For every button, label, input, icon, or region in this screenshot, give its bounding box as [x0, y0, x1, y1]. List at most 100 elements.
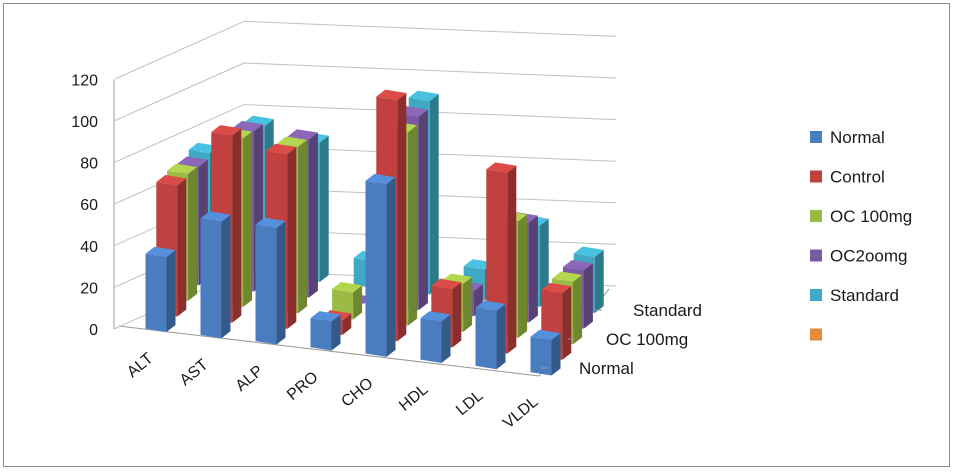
- legend-label: OC2oomg: [830, 247, 907, 266]
- x-tick-label: VLDL: [500, 393, 542, 432]
- legend-label: Standard: [830, 286, 899, 305]
- bar-side-face: [418, 109, 428, 311]
- bar-front-face: [475, 307, 497, 370]
- x-tick-label: ALT: [124, 350, 157, 381]
- bar-top-face: [408, 90, 439, 101]
- bar-side-face: [308, 132, 318, 298]
- bar-side-face: [518, 214, 528, 339]
- bar-top-face: [475, 300, 506, 311]
- bar-side-face: [276, 220, 286, 345]
- x-tick-label: HDL: [396, 381, 432, 415]
- bar-side-face: [452, 282, 462, 348]
- bar-top-face: [156, 175, 187, 186]
- bar-alt-normal: [145, 246, 176, 333]
- bar-top-face: [188, 142, 219, 154]
- x-tick-label: ALP: [232, 362, 266, 394]
- bar-alp-normal: [255, 217, 286, 345]
- bar-top-face: [463, 259, 494, 270]
- bar-top-face: [266, 143, 297, 155]
- legend-label: Control: [830, 168, 885, 187]
- bar-side-face: [298, 139, 308, 314]
- bars: [145, 89, 604, 376]
- gridline-side: [243, 62, 617, 79]
- bar-side-face: [331, 314, 341, 351]
- bar-side-face: [188, 166, 198, 301]
- bar-side-face: [319, 135, 329, 283]
- bar-front-face: [145, 253, 167, 333]
- bar-side-face: [397, 92, 407, 342]
- bar-top-face: [200, 211, 231, 222]
- x-tick-label: CHO: [338, 375, 376, 411]
- legend-swatch: [810, 328, 822, 341]
- bar-side-face: [463, 277, 473, 332]
- bar-front-face: [420, 318, 442, 364]
- y-tick-label: 0: [89, 322, 98, 339]
- bar-side-face: [573, 274, 583, 345]
- bar-side-face: [583, 263, 593, 329]
- bar-side-face: [539, 218, 549, 307]
- bar-top-face: [376, 89, 407, 100]
- bar-front-face: [255, 224, 277, 345]
- bar-hdl-normal: [420, 311, 451, 364]
- legend-swatch: [810, 210, 822, 222]
- y-tick-label: 60: [80, 197, 98, 214]
- bar-top-face: [177, 156, 208, 167]
- gridline-back: [113, 62, 245, 122]
- bar-top-face: [277, 136, 308, 147]
- legend-label: OC 100mg: [830, 207, 912, 226]
- depth-tick-label: OC 100mg: [606, 330, 688, 349]
- depth-tick-label: Standard: [633, 301, 702, 320]
- y-tick-label: 100: [71, 114, 98, 131]
- bar-top-face: [541, 282, 572, 294]
- depth-axis-ticks: Normal OC 100mg Standard: [541, 301, 702, 378]
- bar-side-face: [429, 94, 439, 295]
- bar-vldl-normal: [530, 329, 561, 376]
- bar-side-face: [408, 125, 418, 326]
- y-tick-label: 20: [80, 280, 98, 297]
- legend-label: Normal: [830, 128, 885, 147]
- bar-front-face: [310, 318, 332, 351]
- y-tick-label: 120: [71, 72, 98, 89]
- x-tick-label: LDL: [453, 387, 486, 419]
- bar-top-face: [211, 125, 242, 136]
- bar-side-face: [353, 285, 363, 320]
- legend: Normal Control OC 100mg OC2oomg Standard: [810, 128, 912, 341]
- gridline-back: [113, 104, 245, 164]
- bar-side-face: [528, 215, 538, 323]
- bar-front-face: [200, 218, 222, 339]
- depth-tick-label: Normal: [579, 359, 634, 378]
- chart-frame: 0 20 40 60 80 100 120 ALT AST ALP PRO CHO HDL LDL VLD…: [3, 3, 950, 467]
- bar-top-face: [145, 246, 176, 258]
- bar-side-face: [441, 314, 451, 364]
- bar-ldl-normal: [475, 300, 506, 370]
- bar-pro-normal: [310, 311, 341, 351]
- bar-side-face: [177, 178, 187, 317]
- y-tick-label: 40: [80, 239, 98, 256]
- bar-top-face: [431, 278, 462, 290]
- bar-side-face: [166, 250, 176, 333]
- bar-side-face: [243, 131, 253, 308]
- legend-swatch: [810, 131, 822, 143]
- bar-top-face: [167, 163, 198, 174]
- bar-side-face: [386, 177, 396, 357]
- bar-top-face: [332, 282, 363, 293]
- x-tick-label: PRO: [284, 369, 321, 404]
- bar-side-face: [342, 313, 352, 336]
- bar-side-face: [562, 286, 572, 360]
- bar-top-face: [562, 260, 593, 271]
- bar-side-face: [496, 304, 506, 370]
- bar-top-face: [573, 246, 604, 257]
- bar-top-face: [365, 173, 396, 185]
- bar-top-face: [255, 217, 286, 228]
- bar-top-face: [310, 311, 341, 322]
- bar-side-face: [232, 128, 242, 323]
- gridline-back: [113, 20, 245, 80]
- gridline-side: [243, 20, 617, 37]
- legend-swatch: [810, 249, 822, 262]
- bar-side-face: [287, 147, 297, 329]
- y-tick-label: 80: [80, 156, 98, 173]
- legend-swatch: [810, 289, 822, 301]
- bar-side-face: [507, 165, 517, 354]
- bar-front-face: [530, 336, 552, 376]
- bar-top-face: [486, 162, 517, 173]
